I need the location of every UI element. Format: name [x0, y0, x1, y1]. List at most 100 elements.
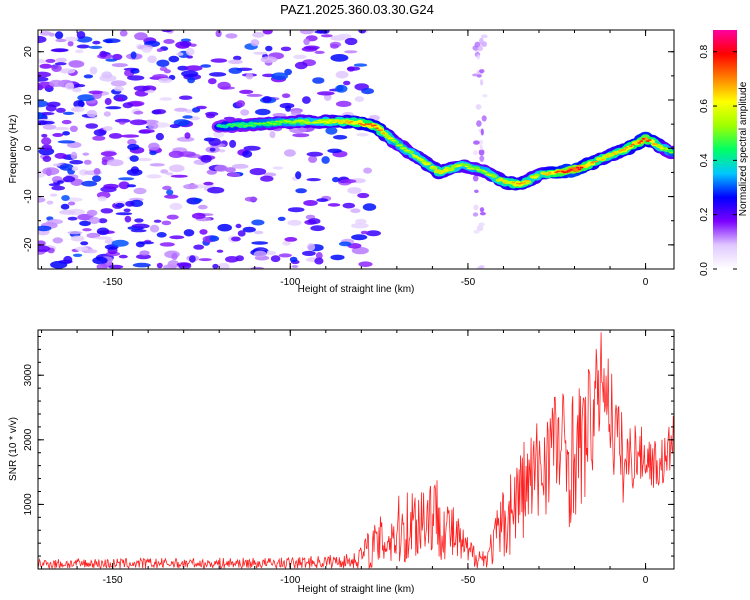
spectrogram-noise-blob [316, 91, 335, 96]
spectrogram-noise-blob [237, 230, 246, 237]
spectrogram-noise-blob [260, 56, 278, 63]
spectrogram-noise-blob [38, 245, 51, 252]
spectrogram-noise-blob [131, 223, 150, 229]
spectrogram-noise-blob [113, 86, 125, 92]
spectrogram-noise-blob [82, 228, 92, 232]
spectrogram-ridge-cell [238, 123, 243, 126]
spectrogram-noise-blob [245, 73, 254, 80]
spectrogram-ridge-cell [419, 159, 424, 161]
spectrogram-noise-blob [61, 119, 72, 125]
spectrogram-noise-blob [303, 45, 320, 50]
spectrogram-noise-blob [89, 66, 98, 75]
spectrogram-noise-blob [191, 212, 206, 219]
spectrogram-noise-blob [69, 160, 84, 165]
spectrogram-ridge-cell [601, 158, 605, 161]
spectrogram-noise-blob [225, 33, 238, 39]
spectrogram-noise-blob [50, 260, 68, 269]
spectrogram-ridge-cell [443, 168, 448, 171]
spectrogram-ridge-cell [503, 182, 507, 184]
y-tick-label: 1000 [23, 493, 34, 516]
spectrogram-noise-blob [39, 112, 55, 116]
spectrogram-noise-blob [134, 218, 144, 223]
y-tick-label: 20 [23, 46, 34, 58]
spectrogram-noise-blob [477, 46, 483, 51]
spectrogram-noise-blob [92, 135, 106, 141]
spectrogram-noise-blob [62, 175, 76, 183]
spectrogram-noise-blob [480, 34, 488, 39]
spectrogram-ridge-cell [368, 123, 373, 125]
x-tick-label: -100 [280, 277, 300, 288]
spectrogram-noise-blob [48, 183, 61, 187]
spectrogram-noise-blob [39, 31, 52, 36]
spectrogram-noise-blob [180, 38, 191, 42]
spectrogram-noise-blob [129, 155, 139, 162]
spectrogram-noise-blob [351, 234, 368, 241]
spectrogram-noise-blob [233, 55, 242, 61]
spectrogram-noise-blob [312, 77, 325, 84]
spectrogram-noise-blob [122, 102, 133, 109]
spectrogram-noise-blob [290, 110, 302, 116]
spectrogram-noise-blob [365, 230, 381, 237]
y-tick-label: -10 [23, 189, 34, 204]
spectrogram-noise-blob [170, 174, 188, 178]
spectrogram-noise-blob [70, 235, 85, 242]
spectrogram-ridge-cell [347, 122, 352, 124]
spectrogram-ridge-cell [605, 154, 610, 157]
spectrogram-noise-blob [239, 89, 254, 94]
spectrogram-noise-blob [192, 107, 201, 113]
spectrogram-noise-blob [314, 30, 328, 34]
spectrogram-noise-blob [217, 223, 232, 232]
spectrogram-ridge-cell [464, 165, 469, 168]
spectrogram-noise-blob [236, 100, 246, 108]
spectrogram-noise-blob [252, 31, 265, 38]
spectrogram-noise-blob [75, 49, 84, 54]
spectrogram-noise-blob [209, 235, 216, 242]
snr-frame [37, 329, 675, 570]
spectrogram-noise-blob [164, 69, 171, 74]
spectrogram-noise-blob [77, 94, 96, 102]
spectrogram-noise-blob [340, 179, 357, 184]
spectrogram-noise-blob [86, 232, 101, 239]
spectrogram-ridge-cell [526, 180, 531, 182]
spectrogram-noise-blob [156, 59, 170, 67]
spectrogram-noise-blob [105, 106, 122, 110]
spectrogram-noise-blob [118, 177, 135, 181]
spectrogram-noise-blob [112, 53, 123, 61]
spectrogram-noise-blob [86, 109, 98, 118]
spectrogram-noise-blob [73, 100, 85, 109]
spectrogram-ridge-cell [402, 147, 407, 149]
spectrogram-noise-blob [208, 78, 217, 85]
spectrogram-noise-blob [72, 87, 82, 93]
spectrogram-noise-blob [114, 118, 131, 123]
spectrogram-noise-blob [185, 65, 203, 72]
spectrogram-ridge-cell [436, 170, 441, 172]
spectrogram-ridge-cell [302, 120, 307, 123]
spectrogram-noise-blob [133, 110, 144, 115]
spectrogram-ridge-cell [483, 171, 488, 173]
spectrogram-noise-blob [217, 262, 230, 269]
spectrogram-noise-blob [85, 249, 98, 254]
spectrogram-noise-blob [42, 124, 57, 130]
spectrogram-noise-blob [41, 144, 53, 151]
spectrogram-noise-blob [88, 90, 103, 95]
spectrogram-noise-blob [251, 241, 269, 245]
spectrogram-noise-blob [137, 157, 152, 162]
spectrogram-noise-blob [160, 169, 169, 174]
spectrogram-noise-blob [119, 121, 126, 125]
spectrogram-noise-blob [118, 254, 128, 259]
spectrogram-noise-blob [49, 79, 64, 87]
spectrogram-noise-blob [67, 201, 76, 206]
snr-chart: -150 -100 -50 0 1000 2000 3000 Height of stra… [8, 329, 675, 595]
spectrogram-noise-blob [330, 54, 349, 62]
spectrogram-noise-blob [215, 30, 222, 38]
spectrogram-noise-blob [93, 129, 107, 137]
y-tick-label: 0 [23, 145, 34, 151]
spectrogram-noise-blob [289, 256, 298, 263]
spectrogram-noise-blob [265, 250, 277, 256]
spectrogram-noise-blob [209, 72, 227, 77]
spectrogram-noise-blob [262, 30, 273, 35]
spectrogram-ridge-cell [392, 139, 396, 142]
snr-x-ticks: -150 -100 -50 0 [41, 330, 649, 586]
spectrogram-noise-blob [476, 120, 482, 127]
spectrogram-noise-blob [358, 261, 373, 268]
